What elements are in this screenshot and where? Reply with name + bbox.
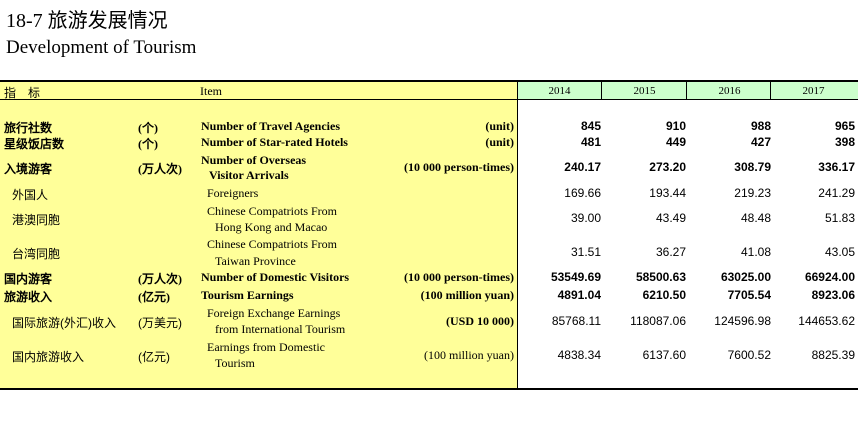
row-label-en: Number of Star-rated Hotels bbox=[201, 135, 348, 149]
value-cell: 7705.54 bbox=[727, 288, 771, 302]
value-cell: 63025.00 bbox=[720, 270, 771, 284]
value-cell: 481 bbox=[580, 135, 601, 149]
row-unit-en: (USD 10 000) bbox=[446, 314, 514, 328]
tourism-table: 指 标 Item 2014 2015 2016 2017 旅行社数 (个) Nu… bbox=[0, 80, 858, 390]
value-cell: 43.05 bbox=[824, 245, 855, 259]
row-label-en: Tourism bbox=[215, 356, 255, 370]
value-cell: 988 bbox=[750, 119, 771, 133]
row-label-en: Hong Kong and Macao bbox=[215, 220, 328, 234]
value-cell: 39.00 bbox=[570, 211, 601, 225]
row-label-cn: 旅行社数 bbox=[4, 121, 53, 135]
row-unit-en: (10 000 person-times) bbox=[404, 270, 514, 284]
value-cell: 169.66 bbox=[564, 186, 601, 200]
value-cell: 85768.11 bbox=[551, 314, 601, 328]
value-cell: 910 bbox=[665, 119, 686, 133]
row-unit-cn: (万美元) bbox=[138, 316, 182, 330]
value-cell: 845 bbox=[580, 119, 601, 133]
value-cell: 48.48 bbox=[740, 211, 771, 225]
header-year: 2016 bbox=[718, 85, 741, 97]
label-value-divider bbox=[517, 82, 518, 388]
header-year: 2014 bbox=[548, 85, 571, 97]
page-title-english: Development of Tourism bbox=[6, 37, 197, 58]
row-label-en: Number of Travel Agencies bbox=[201, 119, 340, 133]
row-label-en: Foreigners bbox=[207, 186, 259, 200]
row-label-cn: 国内旅游收入 bbox=[12, 350, 85, 364]
row-label-cn: 台湾同胞 bbox=[12, 247, 61, 261]
value-cell: 398 bbox=[834, 135, 855, 149]
value-cell: 4891.04 bbox=[557, 288, 601, 302]
row-label-cn: 入境游客 bbox=[4, 162, 53, 176]
row-label-cn: 国际旅游(外汇)收入 bbox=[12, 316, 116, 330]
value-cell: 6210.50 bbox=[642, 288, 686, 302]
value-cell: 43.49 bbox=[655, 211, 686, 225]
header-item: Item bbox=[200, 84, 222, 98]
row-unit-cn: (亿元) bbox=[138, 350, 170, 364]
row-label-en: Chinese Compatriots From bbox=[207, 237, 337, 251]
row-unit-cn: (亿元) bbox=[138, 290, 170, 304]
table-top-rule bbox=[0, 80, 858, 82]
year-header-divider bbox=[601, 82, 602, 99]
row-unit-en: (unit) bbox=[485, 135, 514, 149]
row-label-cn: 旅游收入 bbox=[4, 290, 53, 304]
table-bottom-rule bbox=[0, 388, 858, 390]
value-cell: 66924.00 bbox=[804, 270, 855, 284]
value-cell: 308.79 bbox=[734, 160, 771, 174]
row-label-cn: 外国人 bbox=[12, 188, 49, 202]
value-cell: 124596.98 bbox=[714, 314, 771, 328]
value-cell: 58500.63 bbox=[635, 270, 686, 284]
row-label-en: Earnings from Domestic bbox=[207, 340, 325, 354]
row-label-en: Tourism Earnings bbox=[201, 288, 294, 302]
value-cell: 240.17 bbox=[564, 160, 601, 174]
year-header-divider bbox=[686, 82, 687, 99]
header-year: 2017 bbox=[802, 85, 825, 97]
row-unit-en: (100 million yuan) bbox=[424, 348, 514, 362]
value-cell: 8825.39 bbox=[811, 348, 855, 362]
value-cell: 6137.60 bbox=[642, 348, 686, 362]
value-cell: 427 bbox=[750, 135, 771, 149]
row-unit-cn: (个) bbox=[138, 137, 158, 151]
value-cell: 241.29 bbox=[818, 186, 855, 200]
row-label-cn: 港澳同胞 bbox=[12, 213, 61, 227]
value-cell: 118087.06 bbox=[630, 314, 686, 328]
header-rule bbox=[0, 99, 858, 100]
row-label-cn: 国内游客 bbox=[4, 272, 53, 286]
value-cell: 4838.34 bbox=[557, 348, 601, 362]
value-cell: 36.27 bbox=[655, 245, 686, 259]
row-label-en: Number of Overseas bbox=[201, 153, 307, 167]
value-cell: 336.17 bbox=[818, 160, 855, 174]
page-title-chinese: 18-7 旅游发展情况 bbox=[6, 10, 168, 32]
row-label-en: Visitor Arrivals bbox=[209, 168, 289, 182]
value-cell: 51.83 bbox=[824, 211, 855, 225]
row-unit-cn: (万人次) bbox=[138, 272, 182, 286]
value-cell: 41.08 bbox=[740, 245, 771, 259]
value-cell: 53549.69 bbox=[550, 270, 601, 284]
header-year: 2015 bbox=[633, 85, 656, 97]
row-label-cn: 星级饭店数 bbox=[4, 137, 65, 151]
row-unit-cn: (万人次) bbox=[138, 162, 182, 176]
value-cell: 965 bbox=[834, 119, 855, 133]
header-indicator: 指 标 bbox=[4, 86, 41, 100]
row-unit-en: (unit) bbox=[485, 119, 514, 133]
value-cell: 8923.06 bbox=[811, 288, 855, 302]
label-area-background bbox=[0, 82, 517, 388]
value-cell: 193.44 bbox=[649, 186, 686, 200]
row-unit-cn: (个) bbox=[138, 121, 158, 135]
value-cell: 449 bbox=[665, 135, 686, 149]
row-label-en: Taiwan Province bbox=[215, 254, 296, 268]
value-cell: 144653.62 bbox=[798, 314, 855, 328]
row-label-en: Foreign Exchange Earnings bbox=[207, 306, 341, 320]
year-header-background bbox=[517, 82, 858, 100]
value-cell: 31.51 bbox=[570, 245, 601, 259]
year-header-divider bbox=[770, 82, 771, 99]
row-unit-en: (10 000 person-times) bbox=[404, 160, 514, 174]
row-unit-en: (100 million yuan) bbox=[420, 288, 514, 302]
row-label-en: from International Tourism bbox=[215, 322, 346, 336]
value-cell: 273.20 bbox=[649, 160, 686, 174]
value-cell: 219.23 bbox=[734, 186, 771, 200]
row-label-en: Chinese Compatriots From bbox=[207, 204, 337, 218]
row-label-en: Number of Domestic Visitors bbox=[201, 270, 350, 284]
value-cell: 7600.52 bbox=[727, 348, 771, 362]
